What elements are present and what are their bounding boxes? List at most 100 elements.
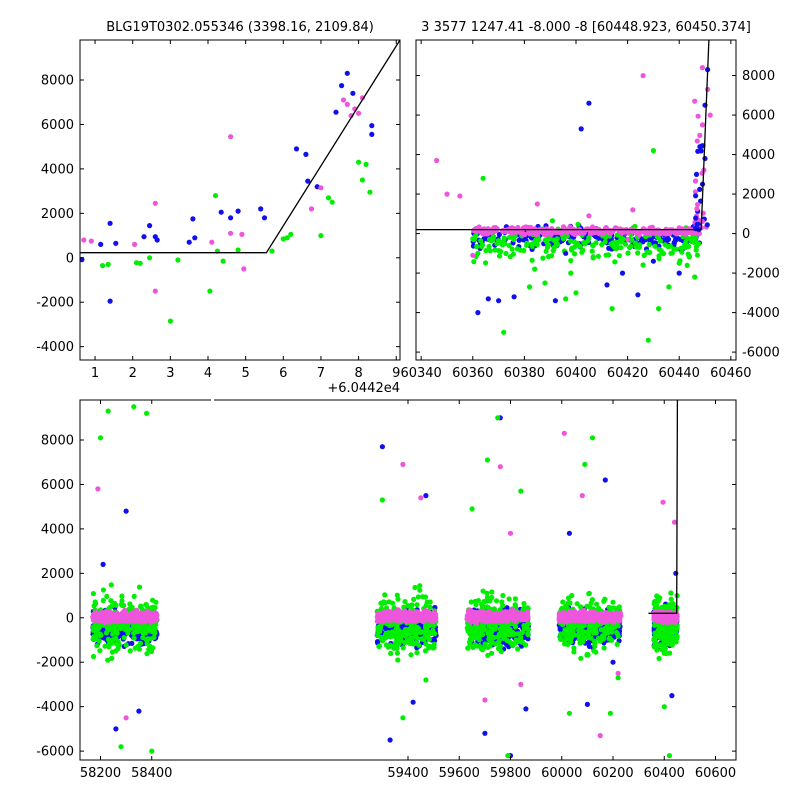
data-point <box>646 241 652 248</box>
data-point <box>585 238 591 244</box>
data-point <box>536 237 542 243</box>
data-point <box>478 238 484 244</box>
data-point <box>509 246 515 252</box>
data-point <box>699 122 706 128</box>
data-point <box>578 126 584 132</box>
data-point <box>132 241 138 247</box>
data-point <box>511 236 517 243</box>
data-point <box>540 255 546 261</box>
data-point <box>554 241 561 247</box>
data-point <box>470 227 477 233</box>
data-point <box>602 596 608 602</box>
data-point <box>619 270 626 276</box>
data-point <box>90 617 96 623</box>
data-point <box>533 230 539 236</box>
data-point <box>512 624 519 630</box>
data-point <box>363 161 369 167</box>
data-point <box>693 215 699 221</box>
data-point <box>650 258 657 264</box>
data-point <box>120 617 126 623</box>
data-point <box>586 590 592 597</box>
data-point <box>127 648 133 654</box>
data-point <box>137 640 144 646</box>
data-point <box>143 630 149 636</box>
data-point <box>153 599 159 605</box>
y-tick-label: 6000 <box>41 118 74 133</box>
data-point <box>572 251 578 257</box>
data-point <box>489 640 495 646</box>
data-point <box>378 611 384 617</box>
data-point <box>269 248 275 254</box>
data-point <box>514 246 521 252</box>
panel-title: 3 3577 1247.41 -8.000 -8 [60448.923, 604… <box>421 20 751 35</box>
data-point <box>108 598 114 604</box>
data-point <box>127 601 133 607</box>
x-tick-label: 60400 <box>555 366 596 381</box>
data-point <box>595 253 602 259</box>
data-point <box>465 645 471 651</box>
data-point <box>136 625 142 631</box>
data-point <box>559 617 565 623</box>
data-point <box>489 589 495 595</box>
data-point <box>581 634 587 640</box>
data-point <box>693 193 699 199</box>
data-point <box>119 623 125 629</box>
data-point <box>104 593 110 600</box>
data-point <box>395 657 401 663</box>
model-line <box>80 40 400 254</box>
data-point <box>682 241 688 248</box>
x-tick-label: 8 <box>354 366 362 381</box>
data-point <box>147 643 153 649</box>
data-point <box>81 237 87 243</box>
data-point <box>606 610 612 617</box>
data-point <box>333 109 339 115</box>
data-point <box>605 229 612 236</box>
data-point <box>614 641 620 648</box>
x-tick-label: 60460 <box>710 366 751 381</box>
data-point <box>592 643 598 649</box>
data-point <box>186 239 192 245</box>
data-point <box>506 242 512 249</box>
data-point <box>569 245 575 251</box>
data-point <box>560 599 566 605</box>
data-point <box>329 199 335 205</box>
data-point <box>427 599 433 605</box>
x-tick-label: 5 <box>242 366 250 381</box>
data-point <box>697 186 703 192</box>
data-point <box>549 218 556 224</box>
data-point <box>403 626 409 633</box>
data-point <box>569 615 575 621</box>
data-point <box>640 262 646 268</box>
data-point <box>666 284 672 290</box>
data-point <box>80 257 85 263</box>
data-point <box>228 230 234 236</box>
data-point <box>518 639 524 645</box>
data-point <box>107 298 113 304</box>
data-point <box>414 627 420 634</box>
data-point <box>510 251 516 257</box>
data-point <box>113 240 119 246</box>
data-point <box>506 596 512 602</box>
data-point <box>414 635 420 641</box>
data-point <box>585 632 592 638</box>
panel-2: 60340 60360 60380 60400 60420 60440 60460-6000… <box>400 20 779 381</box>
data-point <box>675 235 681 242</box>
data-point <box>429 614 435 620</box>
data-point <box>466 639 473 645</box>
data-point <box>110 637 116 643</box>
data-point <box>119 593 125 599</box>
data-point <box>581 240 587 246</box>
data-point <box>612 624 618 630</box>
data-point <box>141 234 147 240</box>
data-point <box>123 642 129 648</box>
data-point <box>586 100 592 106</box>
data-point <box>488 630 494 636</box>
data-point <box>652 243 658 249</box>
data-point <box>684 262 690 268</box>
data-point <box>122 610 128 616</box>
data-point <box>422 608 429 614</box>
data-point <box>377 643 383 649</box>
data-point <box>433 615 439 621</box>
data-point <box>339 83 345 89</box>
data-point <box>693 247 699 253</box>
